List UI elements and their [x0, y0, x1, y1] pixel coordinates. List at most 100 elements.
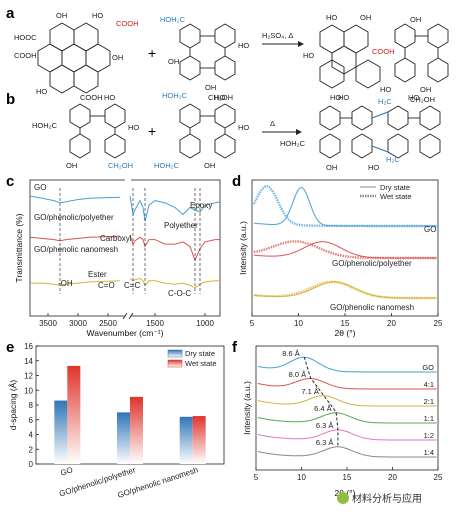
- label-a-p3: COOH: [372, 47, 395, 56]
- category-label-e-0: GO: [59, 465, 74, 477]
- y-tick-label-e-7: 14: [24, 357, 33, 366]
- d-label-f-1: 8.0 Å: [289, 370, 307, 379]
- label-b-9: HOH₂C: [154, 161, 180, 170]
- legend-d: Dry state Wet state: [360, 183, 412, 201]
- y-tick-label-e-2: 4: [29, 431, 34, 440]
- label-a-p2: OH: [360, 13, 371, 22]
- panel-letter-e: e: [6, 339, 14, 356]
- band-lines-c: [59, 188, 201, 294]
- x-tick-label-d-2: 15: [341, 319, 350, 328]
- y-axis-label-c: Transmittance (%): [14, 213, 24, 282]
- label-b-5: CH₂OH: [108, 161, 133, 170]
- series-line-d-1-wet: [253, 240, 437, 260]
- bar-e-2-0: [179, 416, 193, 464]
- panel-letter-f: f: [232, 339, 238, 356]
- series-group-f: 8.6 Å GO 8.0 Å 4:1 7.1 Å 2:1 6.4 Å 1:1 6.3 Å 1:2 6…: [257, 349, 437, 458]
- label-a-p7: OH: [420, 85, 431, 94]
- calixarene-b1: [69, 103, 126, 159]
- x-tick-label-c-0: 3500: [39, 319, 57, 328]
- panel-d: d 5 10 15 20 25 2θ (°) Intensity (a.u.) Dry …: [232, 173, 443, 338]
- label-b-6: HOH₂C: [162, 91, 188, 100]
- methylene-bridge-1: [371, 111, 389, 119]
- calixarene-b2: [179, 103, 236, 159]
- annotation-c-ester: Ester: [88, 270, 107, 279]
- label-a-oh2: OH: [112, 53, 123, 62]
- peak-trend-line-f: [303, 356, 339, 446]
- panel-letter-d: d: [232, 173, 241, 190]
- series-line-d-0-wet: [252, 184, 437, 228]
- series-line-d-2-wet: [253, 280, 437, 300]
- legend-swatch-wet-e: [167, 359, 183, 368]
- series-label-d-go: GO: [424, 225, 436, 234]
- series-line-c-2-right: [129, 277, 220, 289]
- y-tick-label-e-3: 6: [29, 416, 34, 425]
- label-b-14: HOH₂C: [280, 139, 306, 148]
- series-group-d: [252, 184, 437, 300]
- legend-label-dry-d: Dry state: [380, 183, 410, 192]
- series-label-f-4: 1:2: [424, 431, 434, 440]
- annotation-c-cc: C=C: [124, 281, 140, 290]
- panel-b: b HO HOH₂C HO OH CH₂OH + HOH₂C HO HO HOH: [6, 91, 441, 172]
- plus-sign-a: +: [148, 45, 156, 61]
- methylene-bridge-2: [371, 145, 389, 153]
- x-tick-label-f-3: 20: [388, 473, 397, 482]
- plot-frame-f: [255, 345, 439, 471]
- label-b-15: OH: [326, 163, 337, 172]
- axis-break-mark-c-1: [122, 312, 128, 320]
- panel-e: e 0 2 4 6 8 10 12 14 16 GOGO/phenolic/polyetherG…: [6, 339, 225, 500]
- label-a-cooh3: COOH: [80, 93, 103, 102]
- y-tick-label-e-4: 8: [29, 401, 34, 410]
- plus-sign-b: +: [148, 123, 156, 139]
- x-tick-label-c-2: 2500: [99, 319, 117, 328]
- label-b-4: OH: [66, 161, 77, 170]
- series-label-f-0: GO: [422, 363, 434, 372]
- label-a-ho2: HO: [238, 41, 249, 50]
- label-a-hooc: HOOC: [14, 33, 37, 42]
- label-b-8: HO: [238, 123, 249, 132]
- x-tick-label-f-2: 15: [343, 473, 352, 482]
- annotation-c-oh: -OH: [58, 279, 73, 288]
- panel-c: c 3500 3000 2500 1500 1000 Wavenumber (cm⁻¹)…: [6, 173, 221, 338]
- series-label-c-nanomesh: GO/phenolic nanomesh: [34, 245, 118, 254]
- y-ticks-e: 0 2 4 6 8 10 12 14 16: [24, 342, 39, 469]
- legend-e: Dry state Wet state: [167, 349, 217, 368]
- y-axis-label-d: Intensity (a.u.): [238, 221, 248, 275]
- watermark: 材料分析与应用: [337, 492, 422, 505]
- d-label-f-0: 8.6 Å: [282, 349, 300, 358]
- series-line-f-1: [257, 378, 437, 390]
- panel-f: f 5 10 15 20 25 8.6 Å GO 8.0 Å 4:1 7.1 Å 2:1 6.4 Å…: [232, 339, 443, 498]
- label-b-2: HOH₂C: [32, 121, 58, 130]
- label-b-11: HO: [338, 93, 349, 102]
- series-line-c-1-left: [29, 235, 121, 242]
- x-ticks-f: 5 10 15 20 25: [254, 467, 443, 482]
- panel-a: a OH HO COOH HOOC COOH OH HO COOH +: [6, 5, 449, 104]
- bar-e-0-0: [54, 400, 68, 464]
- reaction-condition-a: H₂SO₄, Δ: [262, 31, 293, 40]
- label-a-2: HO: [92, 11, 103, 20]
- y-tick-label-e-1: 2: [29, 445, 34, 454]
- label-b-1: HO: [104, 93, 115, 102]
- label-a-1: OH: [56, 11, 67, 20]
- label-a-hoh2c: HOH₂C: [160, 15, 186, 24]
- y-tick-label-e-5: 10: [24, 386, 33, 395]
- panel-letter-c: c: [6, 173, 14, 190]
- bar-e-2-1: [192, 416, 206, 464]
- label-a-p4: HO: [303, 51, 314, 60]
- bar-e-1-1: [130, 396, 143, 464]
- label-b-16: HO: [368, 163, 379, 172]
- series-label-f-3: 1:1: [424, 414, 434, 423]
- y-tick-label-e-6: 12: [24, 372, 33, 381]
- legend-swatch-dry-e: [167, 349, 183, 358]
- label-a-ho: HO: [36, 87, 47, 96]
- y-tick-label-e-0: 0: [29, 460, 34, 469]
- panel-letter-a: a: [6, 5, 15, 22]
- series-line-c-0-right: [129, 195, 221, 222]
- reaction-arrowhead-a: [298, 41, 304, 47]
- label-a-oh4: OH: [205, 83, 216, 92]
- x-tick-label-f-0: 5: [254, 473, 259, 482]
- x-axis-label-d: 2θ (°): [335, 328, 356, 338]
- series-line-f-0: [257, 356, 437, 373]
- label-b-12: H₂C: [378, 97, 392, 106]
- annotation-c-co: C=O: [98, 281, 115, 290]
